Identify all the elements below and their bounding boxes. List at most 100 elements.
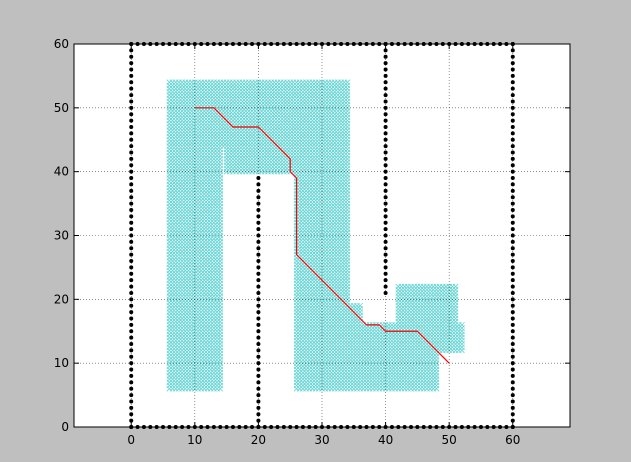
obstacle-point xyxy=(129,99,134,104)
obstacle-point xyxy=(129,105,134,110)
obstacle-point xyxy=(129,246,134,251)
obstacle-point xyxy=(510,207,515,212)
obstacle-point xyxy=(129,188,134,193)
obstacle-point xyxy=(510,131,515,136)
obstacle-point xyxy=(510,354,515,359)
obstacle-point xyxy=(129,150,134,155)
obstacle-point xyxy=(510,195,515,200)
obstacle-point xyxy=(129,214,134,219)
obstacle-point xyxy=(510,367,515,372)
obstacle-point xyxy=(510,303,515,308)
obstacle-point xyxy=(510,310,515,315)
obstacle-point xyxy=(510,278,515,283)
explored-cells xyxy=(166,79,465,392)
obstacle-point xyxy=(510,342,515,347)
obstacle-point xyxy=(129,278,134,283)
obstacle-point xyxy=(129,399,134,404)
obstacle-point xyxy=(129,195,134,200)
obstacle-point xyxy=(510,393,515,398)
obstacle-point xyxy=(129,144,134,149)
obstacle-point xyxy=(129,265,134,270)
obstacle-point xyxy=(510,380,515,385)
obstacle-point xyxy=(510,188,515,193)
obstacle-point xyxy=(510,329,515,334)
obstacle-point xyxy=(129,93,134,98)
obstacle-point xyxy=(510,399,515,404)
obstacle-point xyxy=(510,169,515,174)
obstacle-point xyxy=(510,246,515,251)
obstacle-point xyxy=(129,297,134,302)
obstacle-point xyxy=(129,386,134,391)
obstacle-point xyxy=(129,373,134,378)
obstacle-point xyxy=(129,227,134,232)
obstacle-point xyxy=(129,118,134,123)
obstacle-point xyxy=(129,169,134,174)
obstacle-point xyxy=(510,290,515,295)
obstacle-point xyxy=(129,380,134,385)
obstacle-point xyxy=(510,112,515,117)
obstacle-point xyxy=(129,182,134,187)
obstacle-point xyxy=(510,137,515,142)
obstacle-point xyxy=(510,348,515,353)
obstacle-point xyxy=(510,271,515,276)
obstacle-point xyxy=(510,239,515,244)
obstacle-point xyxy=(510,316,515,321)
obstacle-point xyxy=(129,361,134,366)
obstacle-point xyxy=(129,220,134,225)
obstacle-point xyxy=(510,182,515,187)
obstacle-point xyxy=(129,290,134,295)
obstacle-point xyxy=(129,156,134,161)
obstacle-point xyxy=(129,86,134,91)
obstacle-point xyxy=(129,137,134,142)
obstacle-point xyxy=(129,201,134,206)
obstacle-point xyxy=(510,412,515,417)
obstacle-point xyxy=(129,54,134,59)
obstacle-point xyxy=(510,156,515,161)
obstacle-point xyxy=(129,252,134,257)
obstacle-point xyxy=(510,361,515,366)
obstacle-point xyxy=(129,163,134,168)
obstacle-point xyxy=(129,335,134,340)
obstacle-point xyxy=(129,112,134,117)
obstacle-point xyxy=(129,322,134,327)
obstacle-point xyxy=(129,259,134,264)
obstacle-point xyxy=(510,373,515,378)
obstacle-point xyxy=(510,335,515,340)
obstacle-point xyxy=(129,310,134,315)
obstacle-point xyxy=(129,131,134,136)
obstacle-point xyxy=(129,73,134,78)
obstacle-point xyxy=(510,124,515,129)
obstacle-point xyxy=(129,176,134,181)
obstacle-point xyxy=(129,124,134,129)
obstacle-point xyxy=(510,214,515,219)
obstacle-point xyxy=(510,259,515,264)
obstacle-point xyxy=(129,348,134,353)
obstacle-point xyxy=(510,405,515,410)
obstacle-point xyxy=(510,118,515,123)
obstacle-point xyxy=(510,386,515,391)
obstacle-point xyxy=(510,252,515,257)
obstacle-point xyxy=(129,316,134,321)
obstacle-point xyxy=(129,284,134,289)
obstacle-point xyxy=(129,67,134,72)
obstacle-point xyxy=(510,176,515,181)
obstacle-point xyxy=(510,297,515,302)
obstacle-point xyxy=(510,227,515,232)
obstacle-point xyxy=(510,150,515,155)
obstacle-point xyxy=(510,265,515,270)
obstacle-point xyxy=(129,412,134,417)
obstacle-point xyxy=(129,342,134,347)
obstacle-point xyxy=(510,163,515,168)
obstacle-point xyxy=(129,329,134,334)
obstacle-point xyxy=(510,284,515,289)
obstacle-point xyxy=(129,393,134,398)
obstacle-point xyxy=(129,80,134,85)
obstacle-point xyxy=(510,144,515,149)
obstacle-point xyxy=(129,271,134,276)
obstacle-point xyxy=(510,233,515,238)
obstacle-point xyxy=(129,233,134,238)
obstacle-point xyxy=(129,303,134,308)
obstacle-point xyxy=(129,239,134,244)
obstacle-point xyxy=(129,61,134,66)
